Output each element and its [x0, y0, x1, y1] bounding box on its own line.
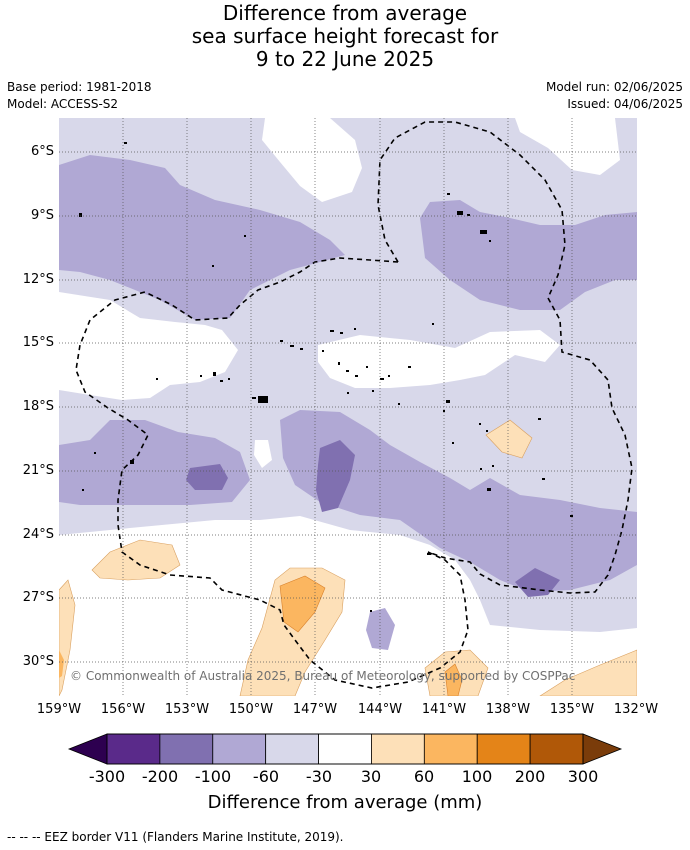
eez-legend: -- -- -- EEZ border V11 (Flanders Marine…	[7, 830, 344, 844]
title-line-1: Difference from average	[222, 1, 468, 25]
negative-patch-south	[366, 608, 395, 650]
negative-band-central	[280, 410, 637, 592]
lon-label-144w: 144°W	[357, 702, 403, 717]
lon-label-138w: 138°W	[485, 702, 531, 717]
graticule	[59, 118, 637, 696]
colorbar	[67, 733, 623, 765]
lat-label-21s: 21°S	[22, 463, 54, 478]
colorbar-cell-2	[159, 733, 214, 765]
lat-label-6s: 6°S	[30, 144, 54, 159]
neutral-region-south	[59, 516, 637, 696]
eez-border-central	[75, 257, 469, 689]
lon-label-135w: 135°W	[549, 702, 595, 717]
strong-negative-patch-central	[316, 440, 355, 512]
copyright-notice: © Commonwealth of Australia 2025, Bureau…	[70, 669, 576, 683]
model-text: Model: ACCESS-S2	[7, 97, 119, 111]
negative-band-northeast	[420, 200, 637, 310]
moderate-positive-patch	[279, 575, 326, 633]
model-run-text: Model run: 02/06/2025	[545, 80, 683, 94]
lat-label-9s: 9°S	[30, 208, 54, 223]
issued-text: Issued: 04/06/2025	[567, 97, 683, 111]
colorbar-tick-60: 60	[413, 767, 435, 786]
colorbar-cell-9	[529, 733, 584, 765]
moderate-positive-patch-edge	[59, 650, 64, 678]
positive-patch-southwest	[91, 539, 181, 581]
strong-negative-patch-east	[515, 568, 560, 597]
map-field	[59, 118, 637, 696]
moderate-positive-patch-south	[444, 663, 463, 696]
colorbar-tick-30: 30	[360, 767, 382, 786]
colorbar-title: Difference from average (mm)	[207, 792, 483, 813]
base-period-text: Base period: 1981-2018	[7, 80, 152, 94]
colorbar-cells	[106, 733, 584, 765]
colorbar-tick-minus300: -300	[88, 767, 126, 786]
lat-label-12s: 12°S	[22, 272, 54, 287]
negative-band-north	[59, 155, 345, 320]
lat-label-15s: 15°S	[22, 335, 54, 350]
lon-label-156w: 156°W	[100, 702, 146, 717]
colorbar-cell-4	[265, 733, 319, 765]
neutral-region-west	[59, 292, 238, 400]
lon-label-147w: 147°W	[292, 702, 338, 717]
neutral-region-north	[262, 118, 362, 202]
eez-borders	[75, 121, 633, 689]
colorbar-tick-200: 200	[514, 767, 546, 786]
eez-border-northeast	[377, 121, 633, 594]
colorbar-tick-100: 100	[461, 767, 493, 786]
neutral-region-northeast	[515, 118, 620, 175]
meta-right: Model run: 02/06/2025 Issued: 04/06/2025	[546, 79, 683, 113]
strong-negative-patch-west	[186, 464, 228, 490]
lon-label-132w: 132°W	[613, 702, 659, 717]
colorbar-cell-6	[371, 733, 425, 765]
neutral-region-small	[254, 440, 272, 468]
colorbar-cell-3	[212, 733, 267, 765]
colorbar-cell-1	[106, 733, 161, 765]
colorbar-cell-5	[318, 733, 372, 765]
map-title: Difference from average sea surface heig…	[0, 2, 690, 71]
colorbar-frame	[106, 733, 584, 765]
colorbar-cell-7	[423, 733, 478, 765]
positive-patch-east	[485, 419, 533, 459]
colorbar-tick-minus200: -200	[141, 767, 179, 786]
lon-label-141w: 141°W	[421, 702, 467, 717]
colorbar-tick-300: 300	[567, 767, 599, 786]
title-line-2: sea surface height forecast for	[191, 24, 499, 48]
meta-left: Base period: 1981-2018 Model: ACCESS-S2	[7, 79, 152, 113]
lon-label-159w: 159°W	[36, 702, 82, 717]
title-line-3: 9 to 22 June 2025	[255, 47, 435, 71]
positive-patch-southeast	[539, 649, 637, 696]
colorbar-cell-8	[476, 733, 531, 765]
lat-label-18s: 18°S	[22, 399, 54, 414]
colorbar-over-arrow	[582, 733, 623, 765]
lon-label-153w: 153°W	[164, 702, 210, 717]
neutral-region-central	[318, 330, 560, 388]
colorbar-under-arrow	[67, 733, 108, 765]
lon-label-150w: 150°W	[228, 702, 274, 717]
colorbar-tick-minus60: -60	[252, 767, 280, 786]
lat-label-24s: 24°S	[22, 527, 54, 542]
lat-label-30s: 30°S	[22, 654, 54, 669]
colorbar-tick-minus30: -30	[305, 767, 333, 786]
islands	[79, 142, 573, 612]
colorbar-tick-minus100: -100	[194, 767, 232, 786]
lat-label-27s: 27°S	[22, 590, 54, 605]
